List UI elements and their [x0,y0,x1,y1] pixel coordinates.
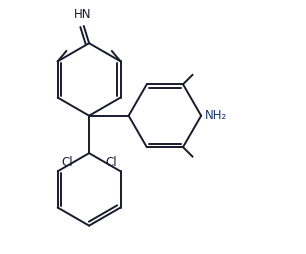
Text: Cl: Cl [105,156,117,169]
Text: Cl: Cl [61,156,73,169]
Text: NH₂: NH₂ [205,109,227,122]
Text: HN: HN [73,8,91,22]
